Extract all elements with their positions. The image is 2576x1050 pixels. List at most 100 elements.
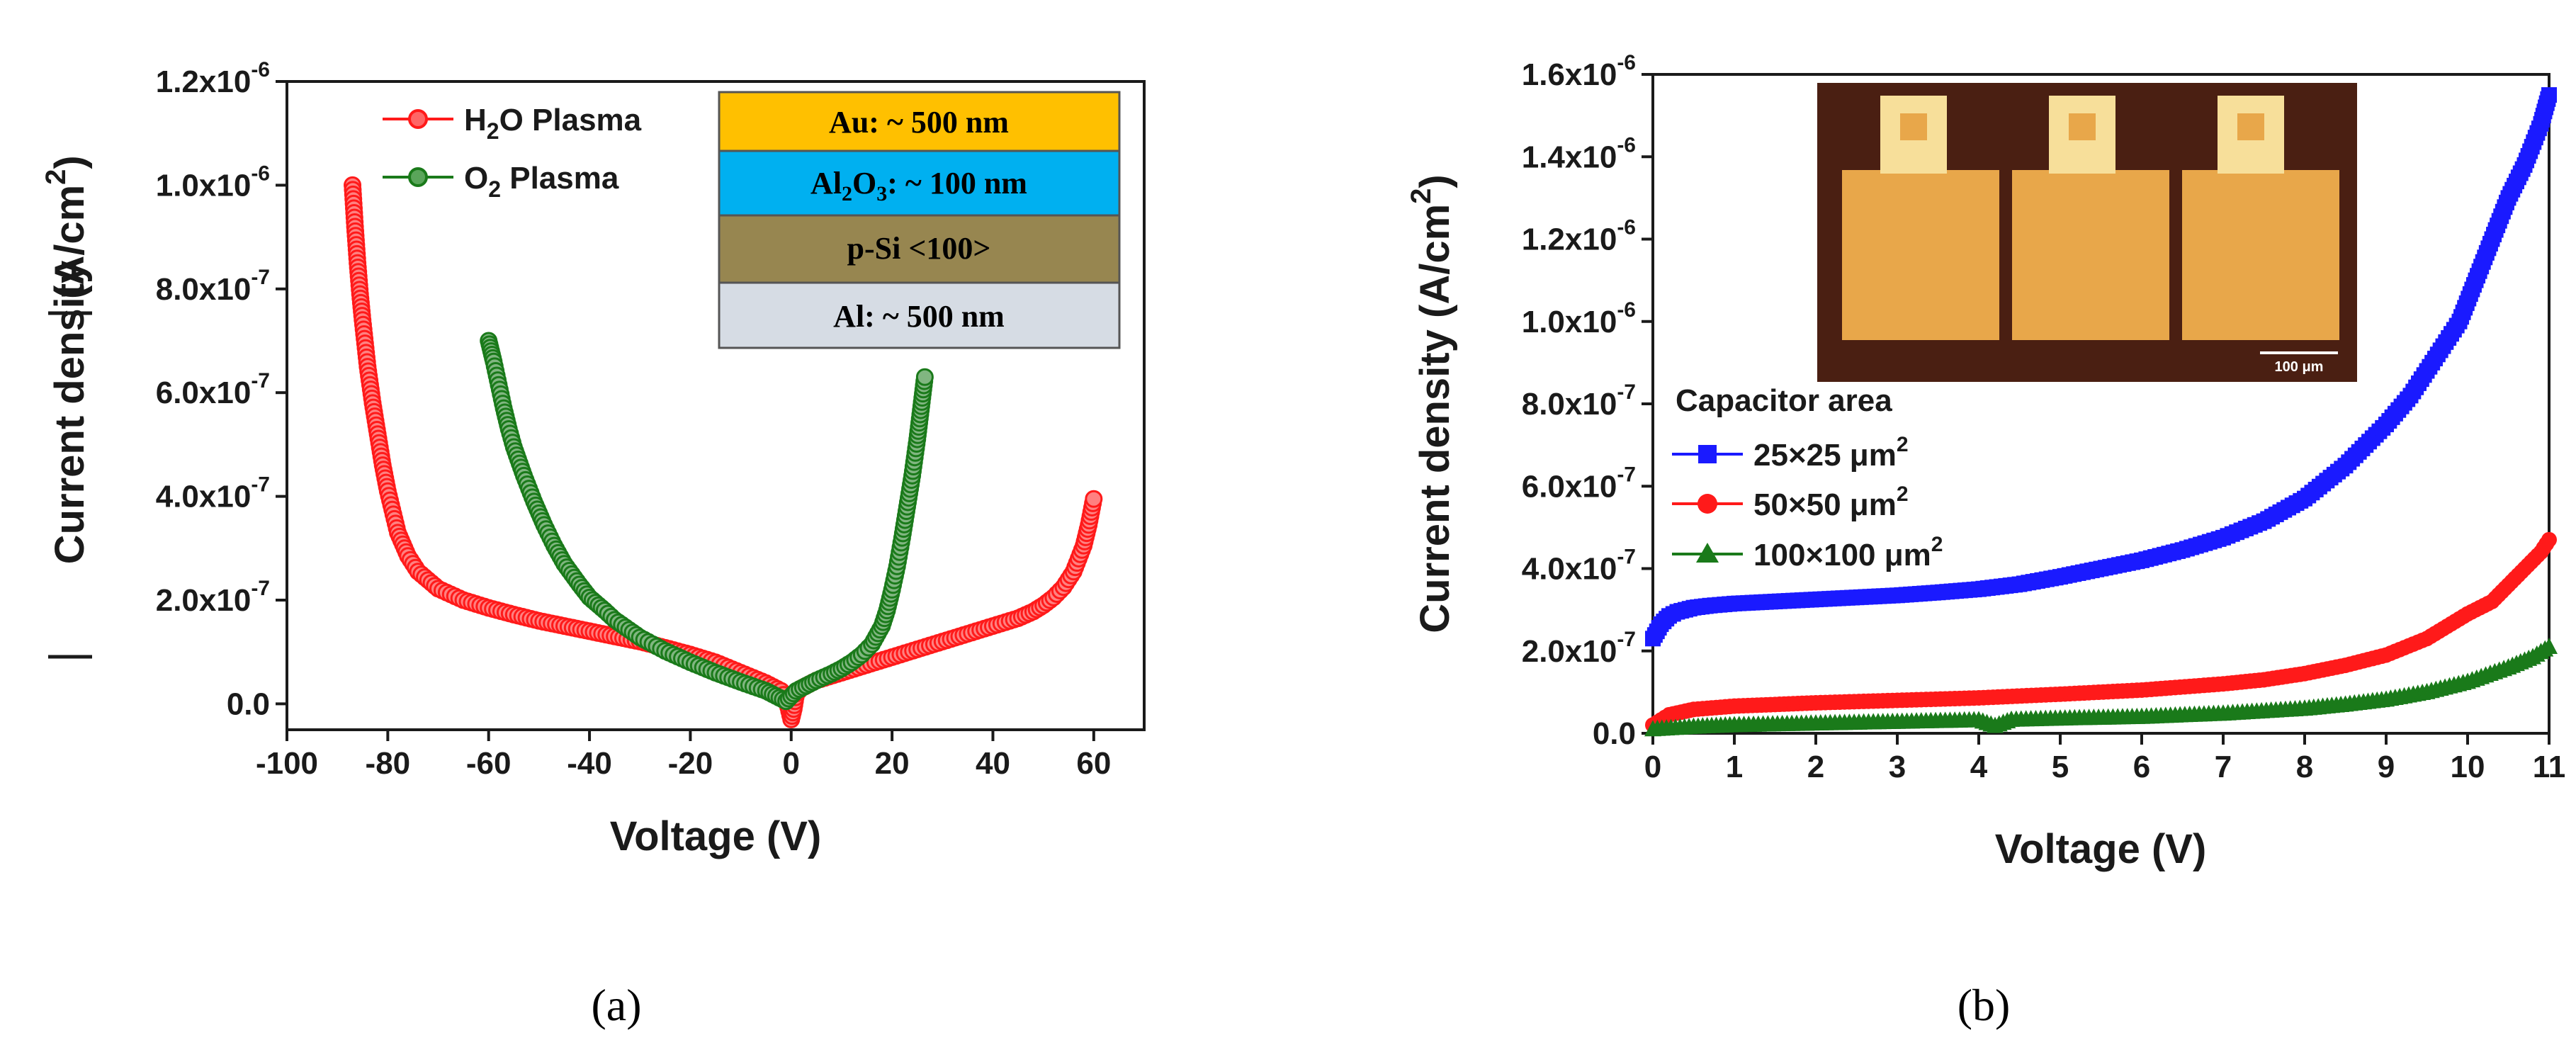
legend-b-25-marker — [1698, 445, 1717, 463]
x-tick-label: -100 — [256, 746, 318, 781]
legend-a-h2o-label: H2O Plasma — [464, 103, 642, 144]
series-group-a — [344, 176, 1103, 728]
y-tick-label: 1.2x10-6 — [156, 58, 270, 99]
legend-b-50-marker — [1697, 494, 1717, 514]
legend-a-o2-marker — [408, 167, 428, 187]
x-tick-label: 0 — [1644, 750, 1661, 784]
capacitor-pad-1-dot — [1900, 113, 1927, 140]
legend-b: Capacitor area 25×25 μm2 50×50 μm2 100×1… — [1672, 383, 1943, 572]
series-50-50-m2 — [1645, 531, 2557, 733]
layer-al — [718, 281, 1121, 349]
x-tick-label: 10 — [2451, 750, 2485, 784]
layer-al-label: Al: ~ 500 nm — [833, 299, 1005, 334]
y-tick-label: 0.0 — [227, 687, 270, 721]
caption-a: (a) — [591, 980, 641, 1030]
legend-b-25: 25×25 μm2 — [1672, 433, 1909, 473]
data-point — [2541, 531, 2557, 548]
legend-b-100: 100×100 μm2 — [1672, 533, 1943, 572]
x-tick-label: -80 — [366, 746, 411, 781]
legend-a-h2o: H2O Plasma — [383, 103, 642, 144]
y-axis-b: 0.0 2.0x10-7 4.0x10-7 6.0x10-7 8.0x10-7 1.0x1… — [1522, 51, 1653, 751]
series-100-100-m2 — [1644, 637, 2558, 737]
layer-au — [718, 91, 1121, 152]
y-tick-label: 6.0x10-7 — [156, 369, 270, 410]
legend-b-100-marker — [1696, 543, 1719, 563]
capacitor-pad-2 — [2012, 96, 2169, 340]
plot-a-frame — [286, 80, 1146, 731]
y-tick-label: 8.0x10-7 — [1522, 380, 1636, 422]
x-tick-label: 5 — [2052, 750, 2069, 784]
legend-a: H2O Plasma O2 Plasma — [383, 103, 642, 202]
x-axis-a-title: Voltage (V) — [610, 813, 822, 859]
data-point — [915, 368, 934, 386]
capacitor-pad-2-dot — [2069, 113, 2096, 140]
y-tick-label: 4.0x10-7 — [156, 473, 270, 514]
y-tick-label: 2.0x10-7 — [1522, 628, 1636, 669]
y-axis-b-title-text: Current density (A/cm2) — [1406, 174, 1458, 633]
layer-al2o3 — [718, 149, 1121, 217]
x-tick-label: 0 — [783, 746, 800, 781]
legend-b-title: Capacitor area — [1676, 383, 1892, 418]
layer-stack: Au: ~ 500 nm Al2O3: ~ 100 nm p-Si <100> … — [718, 91, 1121, 349]
x-tick-label: 8 — [2296, 750, 2313, 784]
capacitor-pad-1-body — [1842, 170, 1999, 340]
capacitor-pad-1 — [1842, 96, 1999, 340]
x-tick-label: -20 — [668, 746, 713, 781]
y-tick-label: 2.0x10-7 — [156, 577, 270, 618]
y-axis-a: 0.0 2.0x10-7 4.0x10-7 6.0x10-7 8.0x10-7 1.0x1… — [156, 58, 287, 721]
x-tick-label: 40 — [976, 746, 1010, 781]
x-tick-label: 11 — [2533, 750, 2566, 784]
y-tick-label: 1.6x10-6 — [1522, 51, 1636, 92]
layer-au-label: Au: ~ 500 nm — [829, 105, 1009, 140]
layer-al2o3-label: Al2O3: ~ 100 nm — [810, 166, 1027, 205]
x-tick-label: 60 — [1076, 746, 1111, 781]
series-25-25-m2 — [1645, 87, 2557, 647]
panel-b: 100 μm 0 1 2 3 4 5 6 7 8 9 10 11 0.0 2.0x10-7 4.0x10-… — [1406, 51, 2565, 1030]
y-tick-label: 1.2x10-6 — [1522, 216, 1636, 257]
x-tick-label: 4 — [1970, 750, 1988, 784]
micrograph-inset: 100 μm — [1817, 83, 2357, 382]
capacitor-pad-3-dot — [2237, 113, 2264, 140]
x-tick-label: -60 — [466, 746, 512, 781]
x-tick-label: 6 — [2133, 750, 2150, 784]
legend-b-50-label: 50×50 μm2 — [1753, 482, 1909, 522]
y-tick-label: 6.0x10-7 — [1522, 463, 1636, 504]
y-tick-label: 1.0x10-6 — [156, 162, 270, 203]
y-tick-label: 1.4x10-6 — [1522, 133, 1636, 174]
y-tick-label: 1.0x10-6 — [1522, 298, 1636, 339]
x-tick-label: 1 — [1726, 750, 1743, 784]
x-axis-b: 0 1 2 3 4 5 6 7 8 9 10 11 — [1644, 733, 2566, 784]
x-tick-label: 20 — [875, 746, 910, 781]
y-tick-label: 4.0x10-7 — [1522, 546, 1636, 587]
y-axis-a-title: Current density (A/cm2) — [40, 155, 93, 659]
x-tick-label: -40 — [567, 746, 612, 781]
legend-a-o2: O2 Plasma — [383, 161, 619, 202]
capacitor-pad-3-body — [2182, 170, 2339, 340]
capacitor-pad-3 — [2182, 96, 2339, 340]
scale-bar-label: 100 μm — [2275, 359, 2324, 375]
x-tick-label: 7 — [2215, 750, 2232, 784]
x-axis-a: -100 -80 -60 -40 -20 0 20 40 60 — [256, 730, 1111, 781]
legend-b-50: 50×50 μm2 — [1672, 482, 1909, 522]
legend-a-h2o-marker — [408, 109, 428, 129]
y-tick-label: 8.0x10-7 — [156, 266, 270, 307]
x-tick-label: 2 — [1807, 750, 1824, 784]
legend-a-o2-label: O2 Plasma — [464, 161, 619, 202]
capacitor-pad-2-body — [2012, 170, 2169, 340]
layer-psi-label: p-Si <100> — [847, 231, 991, 266]
y-axis-a-title-units: (A/cm2) — [40, 155, 93, 299]
data-point — [1085, 490, 1103, 508]
x-tick-label: 3 — [1889, 750, 1906, 784]
x-tick-label: 9 — [2378, 750, 2395, 784]
series-o2-plasma — [480, 332, 934, 711]
data-point — [2541, 87, 2557, 103]
y-axis-b-title: Current density (A/cm2) — [1406, 174, 1458, 633]
x-axis-b-title: Voltage (V) — [1995, 826, 2207, 872]
data-point — [2541, 637, 2558, 654]
panel-a: -100 -80 -60 -40 -20 0 20 40 60 0.0 2.0x10-7 4.0x1… — [40, 58, 1146, 1030]
legend-b-25-label: 25×25 μm2 — [1753, 433, 1909, 473]
caption-b: (b) — [1958, 980, 2011, 1030]
series-group-b — [1644, 87, 2558, 737]
legend-b-100-label: 100×100 μm2 — [1753, 533, 1943, 572]
